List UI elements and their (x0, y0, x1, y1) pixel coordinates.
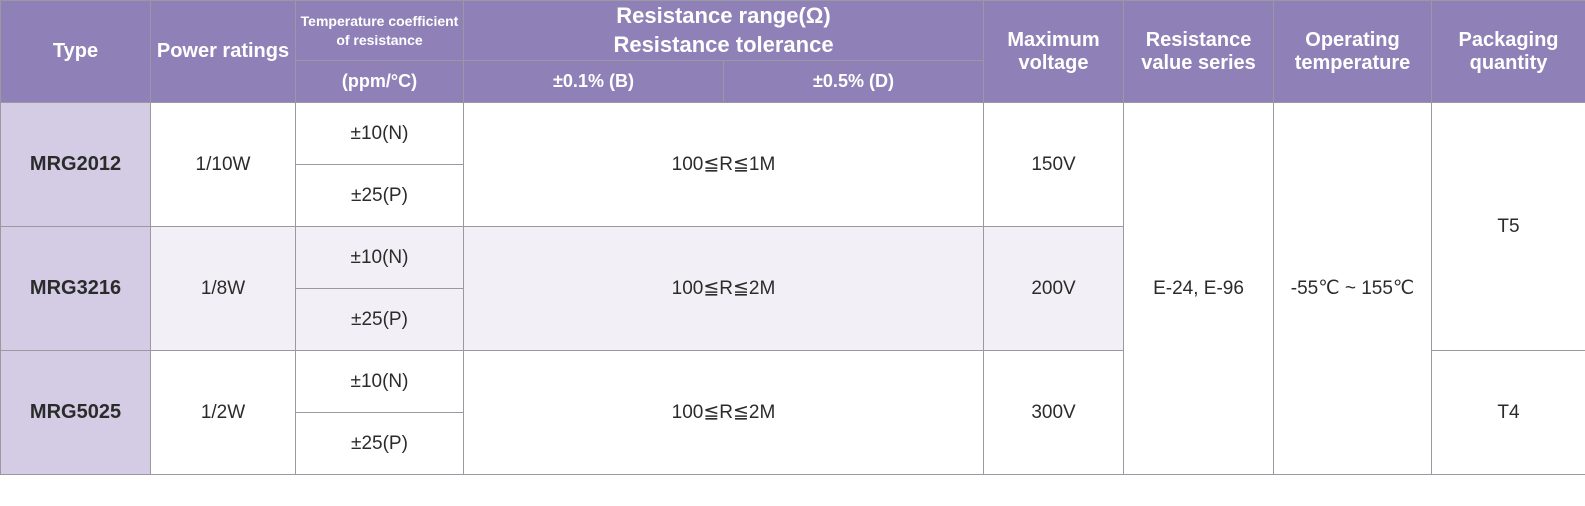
cell-range: 100≦R≦2M (464, 227, 984, 351)
col-rvs: Resistance value series (1124, 1, 1274, 103)
spec-table: Type Power ratings Temperature coefficie… (0, 0, 1585, 475)
cell-range: 100≦R≦1M (464, 103, 984, 227)
cell-tcr: ±10(N) (296, 351, 464, 413)
col-tcr-top: Temperature coefficient of resistance (296, 1, 464, 61)
col-tol-d: ±0.5% (D) (724, 61, 984, 103)
table-row: MRG2012 1/10W ±10(N) 100≦R≦1M 150V E-24,… (1, 103, 1585, 165)
cell-rvs: E-24, E-96 (1124, 103, 1274, 475)
cell-tcr: ±10(N) (296, 227, 464, 289)
col-optemp: Operating temperature (1274, 1, 1432, 103)
range-line1: Resistance range(Ω) (616, 3, 831, 28)
col-type: Type (1, 1, 151, 103)
col-power: Power ratings (151, 1, 296, 103)
cell-power: 1/2W (151, 351, 296, 475)
col-tol-b: ±0.1% (B) (464, 61, 724, 103)
col-pkg: Packaging quantity (1432, 1, 1585, 103)
cell-power: 1/10W (151, 103, 296, 227)
col-maxv: Maximum voltage (984, 1, 1124, 103)
cell-tcr: ±10(N) (296, 103, 464, 165)
col-range-top: Resistance range(Ω) Resistance tolerance (464, 1, 984, 61)
cell-maxv: 150V (984, 103, 1124, 227)
cell-tcr: ±25(P) (296, 289, 464, 351)
cell-pkg-t5: T5 (1432, 103, 1585, 351)
cell-maxv: 300V (984, 351, 1124, 475)
cell-tcr: ±25(P) (296, 413, 464, 475)
cell-maxv: 200V (984, 227, 1124, 351)
cell-tcr: ±25(P) (296, 165, 464, 227)
cell-range: 100≦R≦2M (464, 351, 984, 475)
cell-optemp: -55℃ ~ 155℃ (1274, 103, 1432, 475)
cell-type: MRG2012 (1, 103, 151, 227)
cell-pkg-t4: T4 (1432, 351, 1585, 475)
cell-type: MRG5025 (1, 351, 151, 475)
cell-power: 1/8W (151, 227, 296, 351)
cell-type: MRG3216 (1, 227, 151, 351)
range-line2: Resistance tolerance (613, 32, 833, 57)
col-tcr-unit: (ppm/°C) (296, 61, 464, 103)
